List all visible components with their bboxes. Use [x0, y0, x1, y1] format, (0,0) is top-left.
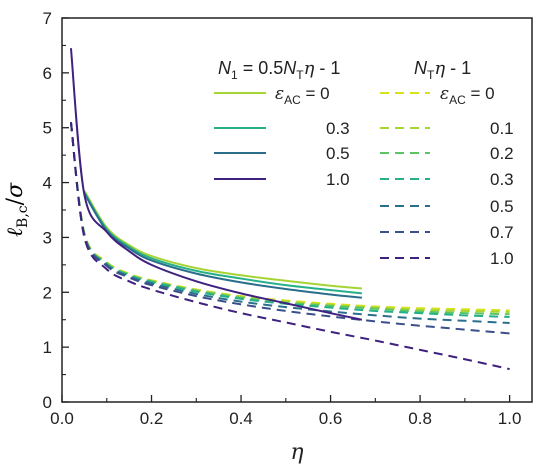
legend-label: 0.1 — [490, 119, 514, 138]
series-line-solid-2 — [83, 193, 363, 299]
y-tick-label: 6 — [43, 64, 52, 83]
y-axis-label-main: ℓ — [3, 227, 28, 237]
series-line-dashed-4 — [69, 122, 510, 325]
series-line-dashed-2 — [69, 122, 510, 316]
legend-label: 0.7 — [490, 223, 514, 242]
legend-label: εAC = 0 — [440, 84, 495, 107]
series-line-dashed-1 — [69, 122, 510, 314]
ticks-layer: 0.0 0.2 0.4 0.6 0.8 1.0 0 1 2 3 4 5 6 7 — [43, 9, 522, 428]
legend-label: 1.0 — [326, 170, 350, 189]
series-line-dashed-3 — [69, 122, 510, 318]
x-tick-label: 0.2 — [140, 409, 164, 428]
legend-label: 0.5 — [490, 197, 514, 216]
legend-label: 0.3 — [326, 119, 350, 138]
legend-epsilon: ε — [275, 84, 284, 104]
legend-label: 0.5 — [326, 144, 350, 163]
series-line-solid-1 — [83, 191, 363, 295]
y-tick-label: 7 — [43, 9, 52, 28]
legend-value: = 0 — [466, 84, 495, 103]
legend-value: = 0 — [301, 84, 330, 103]
x-tick-label: 0.6 — [319, 409, 343, 428]
x-tick-label: 1.0 — [498, 409, 522, 428]
legend-epsilon-sub: AC — [449, 93, 466, 107]
series-line-solid-3 — [69, 48, 363, 321]
series-line-dashed-5 — [69, 122, 510, 335]
legend-title-dashed: NTη - 1 — [414, 58, 471, 82]
x-tick-label: 0.8 — [408, 409, 432, 428]
y-tick-label: 1 — [43, 338, 52, 357]
y-tick-label: 2 — [43, 283, 52, 302]
x-axis-label: η — [290, 440, 303, 465]
y-axis-label-sigma: σ — [3, 182, 28, 198]
y-axis-label-slash: / — [3, 197, 28, 205]
y-axis-label: ℓB,c/σ — [3, 182, 31, 237]
legend-label: 0.2 — [490, 144, 514, 163]
series-line-solid-0 — [83, 190, 362, 290]
series-layer — [69, 48, 510, 371]
legend-label: 0.3 — [490, 170, 514, 189]
y-tick-label: 3 — [43, 228, 52, 247]
y-tick-label: 4 — [43, 174, 52, 193]
y-tick-label: 0 — [43, 393, 52, 412]
legend-title-solid: N1 = 0.5NTη - 1 — [218, 58, 340, 82]
legend-label: 1.0 — [490, 249, 514, 268]
legend-epsilon: ε — [440, 84, 449, 104]
x-tick-label: 0.4 — [229, 409, 253, 428]
legend-epsilon-sub: AC — [284, 93, 301, 107]
y-tick-label: 5 — [43, 119, 52, 138]
legend-label: εAC = 0 — [275, 84, 330, 107]
x-tick-label: 0.0 — [50, 409, 74, 428]
series-line-dashed-6 — [69, 122, 510, 371]
y-axis-label-sub: B,c — [15, 205, 31, 228]
